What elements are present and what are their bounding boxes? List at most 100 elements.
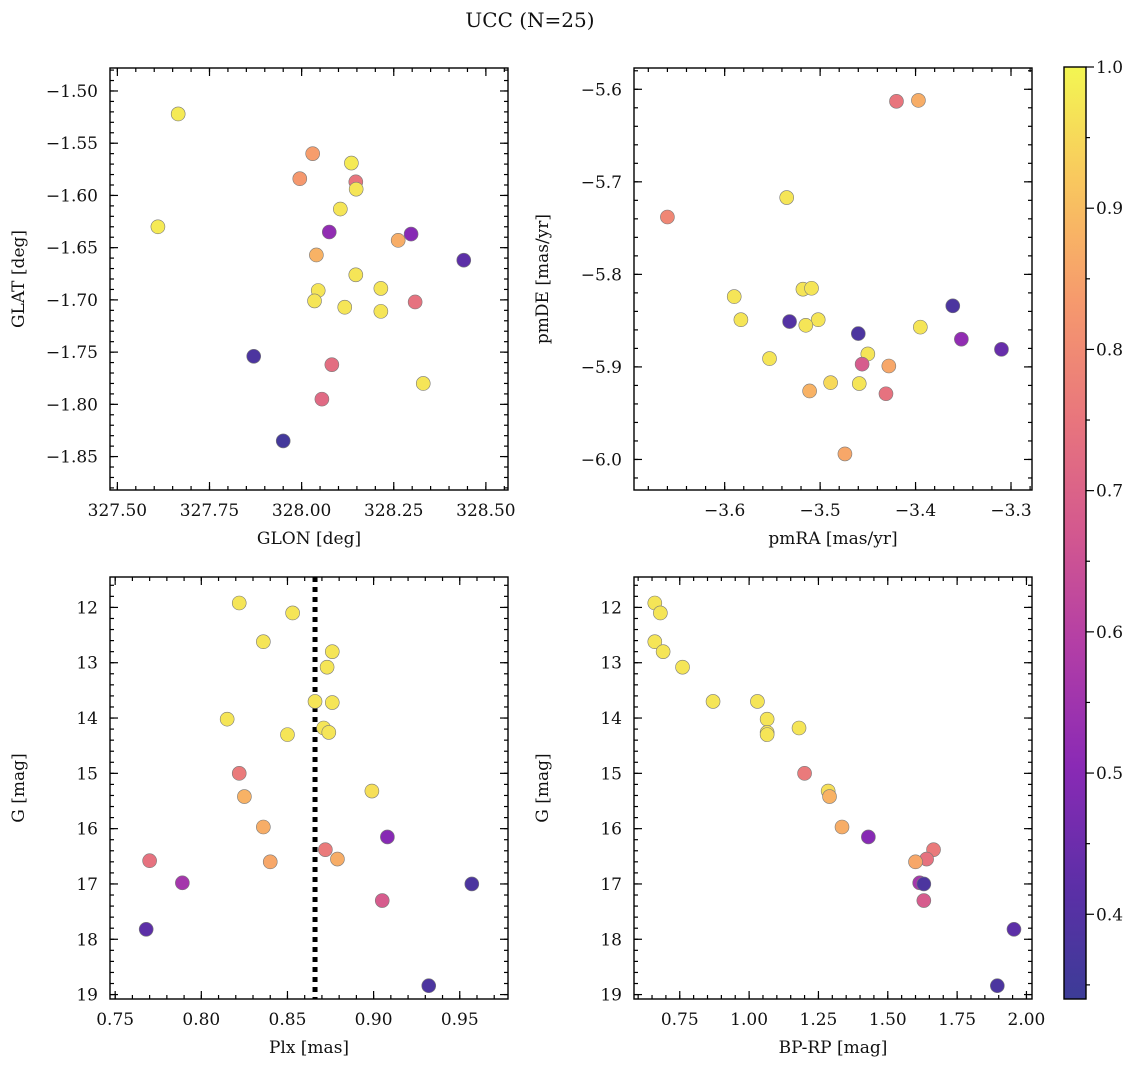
data-point <box>810 312 826 328</box>
y-tick-label: 14 <box>600 709 622 729</box>
data-point <box>916 876 932 892</box>
data-point <box>256 634 271 650</box>
data-point <box>321 224 337 240</box>
y-tick-label: −1.50 <box>46 82 98 102</box>
data-point <box>823 375 838 390</box>
data-point <box>1006 922 1022 937</box>
y-tick-label: −1.65 <box>46 239 98 259</box>
data-point <box>309 247 324 263</box>
colorbar-tick-label: 0.7 <box>1096 482 1123 502</box>
data-point <box>305 146 320 161</box>
data-point <box>231 766 247 781</box>
colorbar-frame <box>1063 66 1087 1000</box>
data-point <box>945 298 961 314</box>
data-point <box>337 299 353 315</box>
x-axis-label: pmRA [mas/yr] <box>768 529 897 549</box>
y-tick-label: 13 <box>600 654 622 674</box>
axes-frame <box>109 67 509 491</box>
data-point <box>726 289 742 304</box>
data-point <box>660 209 675 225</box>
figure-title: UCC (N=25) <box>465 8 594 32</box>
data-point <box>421 978 437 994</box>
x-tick-label: −3.4 <box>895 501 936 521</box>
data-point <box>219 711 235 727</box>
x-tick-label: 1.75 <box>938 1010 976 1030</box>
y-tick-label: −5.6 <box>581 80 622 100</box>
y-tick-label: −5.8 <box>581 265 622 285</box>
data-point <box>280 727 295 742</box>
y-tick-label: 18 <box>600 930 622 950</box>
x-tick-label: 327.75 <box>180 501 239 521</box>
data-point <box>275 433 291 449</box>
data-point <box>307 694 323 709</box>
data-point <box>231 595 247 611</box>
y-tick-label: 15 <box>600 764 622 784</box>
data-point <box>802 383 817 399</box>
data-point <box>916 893 932 908</box>
colorbar: 0.4 0.5 0.6 0.7 0.8 0.9 1.0 <box>1063 58 1123 1000</box>
y-axis-label: G [mag] <box>533 753 553 822</box>
data-point <box>861 829 876 845</box>
x-axis-label: BP-RP [mag] <box>779 1038 888 1058</box>
x-tick-label: 0.75 <box>661 1010 699 1030</box>
y-tick-label: −1.60 <box>46 186 98 206</box>
data-point <box>762 351 777 366</box>
colorbar-tick-label: 0.4 <box>1096 905 1123 925</box>
data-point <box>292 171 308 187</box>
y-tick-label: 17 <box>76 875 98 895</box>
data-point <box>390 233 406 248</box>
data-point <box>256 819 271 835</box>
x-tick-label: 2.00 <box>1008 1010 1046 1030</box>
panel-glon-glat: 327.50 327.75 328.00 328.25 328.50 −1.50 −1.55… <box>9 67 516 549</box>
panel-bprp-g: 0.75 1.00 1.25 1.50 1.75 2.00 12 13 14 15 16 17 18 19… <box>533 576 1046 1058</box>
axes-frame <box>633 576 1033 1000</box>
data-point <box>911 93 926 108</box>
x-tick-label: 328.25 <box>364 501 423 521</box>
data-point <box>318 842 333 857</box>
x-axis-label: GLON [deg] <box>257 529 361 549</box>
colorbar-gradient <box>1064 67 1086 999</box>
y-tick-label: 19 <box>600 986 622 1006</box>
y-tick-label: 13 <box>76 654 98 674</box>
y-tick-label: 16 <box>76 820 98 840</box>
x-tick-label: 1.50 <box>869 1010 907 1030</box>
data-point <box>822 789 837 804</box>
data-point <box>779 190 795 205</box>
y-tick-label: 16 <box>600 820 622 840</box>
x-tick-label: 328.50 <box>456 501 515 521</box>
data-point <box>150 219 166 235</box>
y-axis-label: GLAT [deg] <box>9 230 29 328</box>
y-tick-label: −1.55 <box>46 134 98 154</box>
axes-frame <box>633 67 1033 491</box>
x-tick-label: 1.00 <box>730 1010 768 1030</box>
data-point <box>170 106 186 122</box>
data-point <box>364 783 380 799</box>
data-point <box>373 281 389 296</box>
data-point <box>348 267 364 283</box>
x-tick-label: 0.75 <box>96 1010 134 1030</box>
colorbar-tick-label: 0.6 <box>1096 623 1123 643</box>
data-point <box>990 978 1005 994</box>
data-point <box>319 659 335 675</box>
data-point <box>403 226 419 242</box>
data-point <box>175 875 190 891</box>
data-point <box>798 317 814 333</box>
data-point <box>456 252 472 268</box>
data-point <box>415 376 431 391</box>
data-point <box>854 356 870 372</box>
colorbar-tick-label: 0.9 <box>1096 199 1123 219</box>
y-tick-label: 17 <box>600 875 622 895</box>
data-point <box>314 391 330 407</box>
x-tick-label: −3.5 <box>799 501 840 521</box>
x-tick-label: 327.50 <box>88 501 147 521</box>
data-point <box>348 181 364 197</box>
data-point <box>705 694 721 709</box>
data-point <box>994 342 1009 357</box>
data-point <box>954 331 969 347</box>
data-point <box>675 659 690 675</box>
y-tick-label: 15 <box>76 764 98 784</box>
y-tick-label: −5.9 <box>581 358 622 378</box>
data-point <box>407 294 423 310</box>
data-point <box>330 851 345 867</box>
x-axis-label: Plx [mas] <box>269 1038 349 1058</box>
